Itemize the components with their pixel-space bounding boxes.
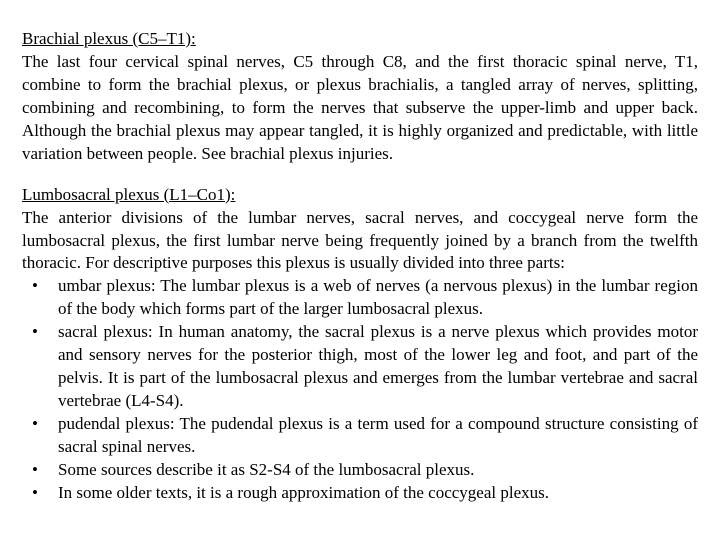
- heading-brachial: Brachial plexus (C5–T1):: [22, 28, 698, 51]
- section-brachial: Brachial plexus (C5–T1): The last four c…: [22, 28, 698, 166]
- body-brachial: The last four cervical spinal nerves, C5…: [22, 51, 698, 166]
- list-item: • Some sources describe it as S2-S4 of th…: [22, 459, 698, 482]
- list-item-text: In some older texts, it is a rough appro…: [58, 483, 549, 502]
- list-item-text: pudendal plexus: The pudendal plexus is …: [58, 414, 698, 456]
- list-item-text: sacral plexus: In human anatomy, the sac…: [58, 322, 698, 410]
- list-item: • sacral plexus: In human anatomy, the sa…: [22, 321, 698, 413]
- bullet-icon: •: [32, 275, 38, 298]
- section-lumbosacral: Lumbosacral plexus (L1–Co1): The anterio…: [22, 184, 698, 505]
- list-item: • umbar plexus: The lumbar plexus is a we…: [22, 275, 698, 321]
- list-item-text: umbar plexus: The lumbar plexus is a web…: [58, 276, 698, 318]
- list-item: • pudendal plexus: The pudendal plexus is…: [22, 413, 698, 459]
- heading-lumbosacral: Lumbosacral plexus (L1–Co1):: [22, 184, 698, 207]
- bullet-list: • umbar plexus: The lumbar plexus is a we…: [22, 275, 698, 504]
- list-item-text: Some sources describe it as S2-S4 of the…: [58, 460, 474, 479]
- body-lumbosacral: The anterior divisions of the lumbar ner…: [22, 207, 698, 276]
- bullet-icon: •: [32, 482, 38, 505]
- bullet-icon: •: [32, 413, 38, 436]
- bullet-icon: •: [32, 459, 38, 482]
- list-item: • In some older texts, it is a rough appr…: [22, 482, 698, 505]
- bullet-icon: •: [32, 321, 38, 344]
